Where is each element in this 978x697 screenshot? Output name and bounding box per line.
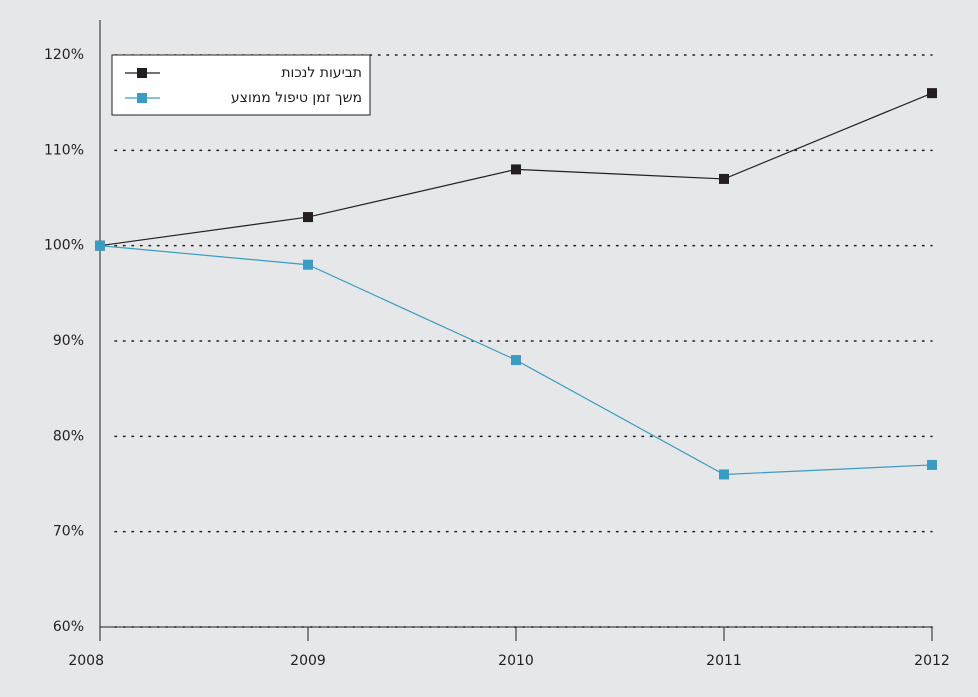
y-tick-label: 100% bbox=[44, 238, 84, 254]
x-tick-label: 2011 bbox=[706, 653, 742, 669]
x-tick-label: 2009 bbox=[290, 653, 326, 669]
legend-label: תביעות לנכות bbox=[281, 65, 362, 81]
y-tick-label: 110% bbox=[44, 142, 84, 158]
y-tick-label: 60% bbox=[53, 619, 84, 635]
point bbox=[95, 240, 105, 251]
point bbox=[719, 469, 729, 480]
x-tick-label: 2008 bbox=[68, 653, 104, 669]
point bbox=[511, 355, 521, 366]
y-tick-label: 120% bbox=[44, 47, 84, 63]
legend-box bbox=[111, 54, 371, 116]
y-tick-label: 80% bbox=[53, 428, 84, 444]
point bbox=[927, 459, 937, 470]
x-tick-label: 2010 bbox=[498, 653, 534, 669]
legend: תביעות לנכות משך זמן טיפול ממוצע bbox=[111, 54, 371, 116]
point bbox=[719, 173, 729, 184]
legend-marker bbox=[137, 93, 147, 103]
point bbox=[303, 212, 313, 223]
point bbox=[511, 164, 521, 175]
y-tick-label: 90% bbox=[53, 333, 84, 349]
point bbox=[303, 259, 313, 270]
legend-marker bbox=[137, 68, 147, 78]
y-tick-label: 70% bbox=[53, 524, 84, 540]
legend-label: משך זמן טיפול ממוצע bbox=[231, 90, 362, 106]
x-tick-label: 2012 bbox=[914, 653, 950, 669]
point bbox=[927, 88, 937, 99]
